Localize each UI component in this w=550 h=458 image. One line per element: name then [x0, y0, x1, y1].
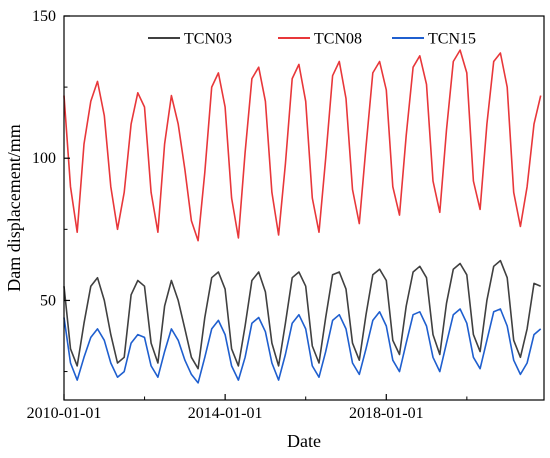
y-tick-label: 50	[40, 292, 56, 309]
series-line-tcn15	[63, 308, 542, 384]
x-axis-title: Date	[287, 431, 321, 451]
x-tick-label: 2014-01-01	[188, 405, 263, 422]
plot-frame	[63, 15, 545, 401]
legend-label-tcn08: TCN08	[314, 31, 362, 48]
x-tick-label: 2018-01-01	[349, 405, 424, 422]
y-tick-label: 150	[32, 8, 56, 25]
axes-layer: 2010-01-01 2014-01-01 2018-01-01 50 100 150	[27, 8, 468, 422]
legend-label-tcn03: TCN03	[184, 31, 232, 48]
x-tick-label: 2010-01-01	[27, 405, 102, 422]
series-line-tcn03	[63, 259, 542, 370]
y-tick-label: 100	[32, 150, 56, 167]
legend: TCN03 TCN08 TCN15	[148, 31, 476, 48]
series-line-tcn08	[63, 49, 542, 242]
y-axis-title: Dam displacement/mm	[4, 124, 24, 291]
legend-label-tcn15: TCN15	[428, 31, 476, 48]
series-layer	[63, 49, 542, 384]
